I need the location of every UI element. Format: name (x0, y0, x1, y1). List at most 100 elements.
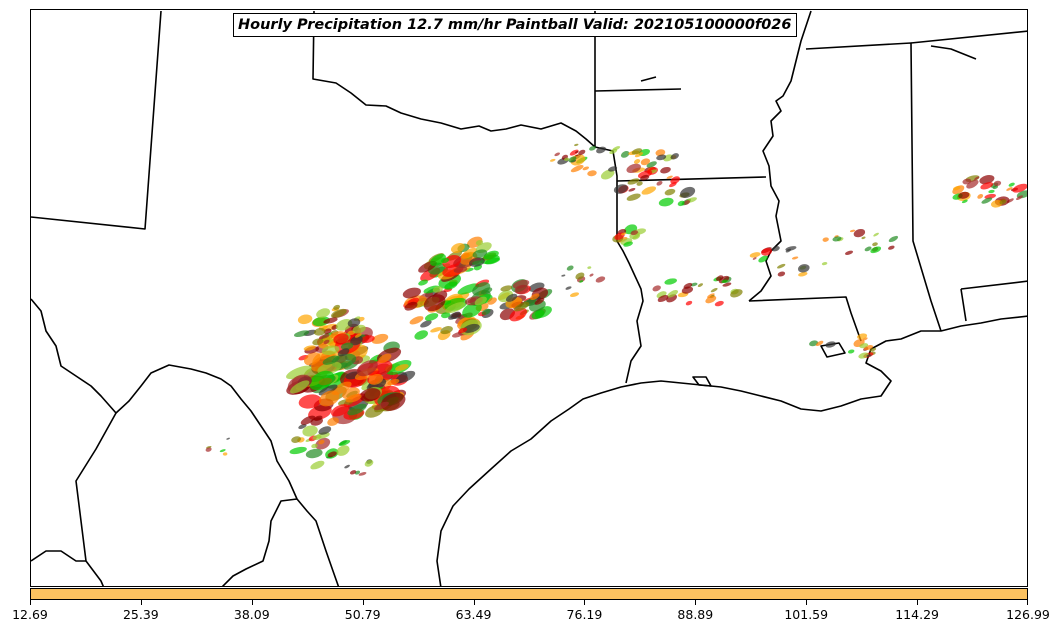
paintball-blob (627, 178, 640, 185)
colorbar-tick-label: 101.59 (784, 607, 829, 622)
paintball-blob (680, 186, 696, 198)
paintball-blob (977, 194, 984, 199)
paintball-blob (873, 232, 879, 237)
paintball-blob (980, 182, 994, 190)
paintball-blob (350, 335, 363, 346)
paintball-blob (327, 451, 337, 458)
paintball-blob (798, 271, 808, 277)
paintball-blob (660, 166, 671, 174)
paintball-blob (658, 197, 674, 207)
paintball-blob (331, 404, 350, 417)
mississippi-river (748, 10, 812, 302)
paintball-blob (631, 148, 643, 155)
colorbar-tick-label: 50.79 (344, 607, 381, 622)
paintball-blob (457, 283, 480, 295)
paintball-blob (608, 166, 618, 172)
paintball-blob (961, 199, 968, 204)
paintball-blob (327, 417, 339, 426)
colorbar-tick-label: 25.39 (122, 607, 159, 622)
paintball-blob (888, 235, 899, 243)
paintball-blob (749, 252, 761, 258)
paintball-blob (368, 370, 380, 376)
paintball-blob (677, 200, 685, 207)
paintball-blob (289, 446, 307, 455)
state-border-al-fl (960, 280, 1027, 290)
paintball-blob (219, 449, 226, 453)
paintball-blob (822, 237, 829, 242)
paintball-blob (670, 176, 681, 184)
paintball-blob (578, 149, 586, 156)
paintball-blob (626, 193, 641, 201)
paintball-blob (652, 285, 661, 292)
paintball-blob (596, 146, 607, 154)
paintball-blob (318, 426, 332, 435)
paintball-blob (318, 439, 325, 445)
paintball-blob (318, 333, 330, 340)
paintball-blob (1008, 182, 1015, 187)
mexico-state-3 (221, 498, 298, 586)
paintball-blob (534, 297, 545, 305)
paintball-blob (347, 403, 367, 416)
paintball-blob (298, 424, 307, 429)
paintball-blob (387, 378, 400, 386)
paintball-blob (993, 180, 1002, 187)
paintball-blob (333, 333, 349, 345)
paintball-blob (302, 425, 318, 437)
boundaries (31, 10, 1027, 586)
paintball-blob (587, 266, 592, 269)
paintball-blob (321, 345, 340, 355)
paintball-blob (420, 320, 432, 328)
mexico-state-2 (31, 550, 86, 562)
paintball-blob (866, 354, 872, 357)
paintball-blob (655, 149, 666, 157)
paintball-blob (595, 276, 606, 283)
paintball-blob (286, 365, 312, 380)
paintball-blob (670, 153, 679, 160)
paintball-blob (722, 282, 732, 287)
paintball-blob (570, 164, 584, 173)
state-border-tn (910, 30, 1027, 44)
paintball-blob (705, 295, 717, 304)
paintball-blob (646, 161, 657, 168)
paintball-blob (371, 333, 389, 344)
paintball-blob (509, 299, 522, 309)
paintball-blob (575, 150, 579, 154)
colorbar-tick (141, 600, 142, 605)
paintball-blob (483, 250, 499, 260)
coast-detail-3 (930, 45, 977, 60)
paintball-blob (303, 345, 316, 351)
paintball-blob (664, 278, 677, 285)
paintball-blob (656, 154, 667, 161)
paintball-blob (656, 181, 663, 186)
colorbar-tick-label: 88.89 (677, 607, 714, 622)
paintball-blob (683, 200, 690, 205)
paintball-blob (340, 342, 354, 350)
paintball-blob (291, 436, 302, 443)
paintball-blob (636, 181, 643, 186)
paintball-blob (342, 387, 360, 400)
paintball-blob (474, 296, 487, 306)
paintball-blob (424, 313, 439, 321)
map-panel (30, 9, 1028, 587)
paintball-blob (721, 279, 728, 284)
paintball-blob (322, 355, 340, 365)
paintball-blob (869, 347, 877, 352)
paintball-blob (440, 326, 453, 335)
paintball-blob (761, 248, 773, 256)
paintball-blob (226, 437, 230, 440)
paintball-blob (313, 328, 326, 336)
paintball-blob (797, 264, 810, 273)
paintball-blob (870, 246, 882, 254)
paintball-blob (752, 257, 757, 260)
paintball-blob (714, 300, 724, 307)
paintball-blob (630, 230, 639, 236)
paintball-blob (864, 246, 872, 252)
paintball-blob (359, 388, 381, 402)
paintball-blob (402, 287, 421, 299)
paintball-blob (632, 234, 641, 240)
colorbar-tick-label: 12.69 (12, 607, 48, 622)
coast-detail-1 (692, 376, 712, 387)
paintball-blob (338, 440, 351, 446)
paintball-blob (974, 176, 980, 180)
paintball-blob (777, 263, 786, 269)
